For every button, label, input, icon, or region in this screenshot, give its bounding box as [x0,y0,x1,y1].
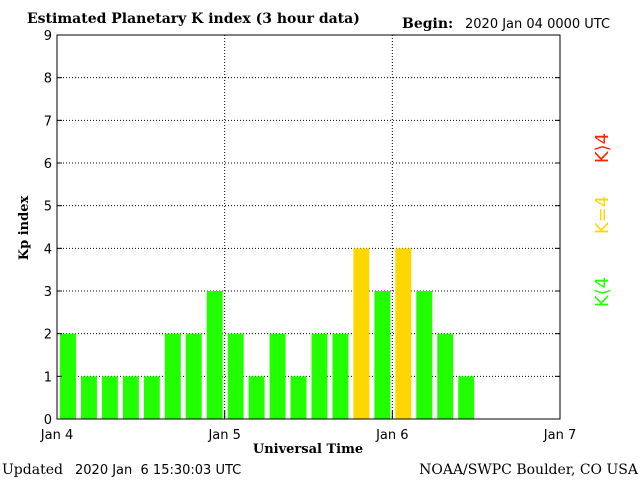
kp-bar [248,376,265,419]
y-tick-label: 2 [44,328,52,343]
chart-title: Estimated Planetary K index (3 hour data… [27,11,360,27]
kp-bar [185,333,202,419]
updated-label: Updated [2,462,63,478]
legend-k-above-4: K⟩4 [592,133,613,163]
y-tick-label: 5 [44,200,52,215]
y-tick-label: 9 [44,29,52,44]
begin-value: 2020 Jan 04 0000 UTC [465,17,610,32]
y-tick-label: 8 [44,72,52,87]
kp-bar [80,376,97,419]
y-tick-label: 7 [44,114,52,129]
y-tick-label: 4 [44,242,52,257]
y-axis-ticks: 0 1 2 3 4 5 6 7 8 9 [44,29,560,428]
x-axis-title: Universal Time [253,442,363,457]
kp-bar [332,333,349,419]
bar-series [60,248,475,419]
kp-bar [437,333,454,419]
kp-bar [458,376,475,419]
legend-k-equal-4: K=4 [592,196,613,234]
kp-bar [101,376,118,419]
plot-frame [56,34,561,420]
kp-bar [416,291,433,419]
source-credit: NOAA/SWPC Boulder, CO USA [419,462,639,478]
kp-bar [164,333,181,419]
kp-bar [290,376,307,419]
kp-bar [122,376,139,419]
y-tick-label: 0 [44,413,52,428]
x-tick-label: Jan 5 [207,428,240,443]
kp-bar [143,376,160,419]
kp-bar [395,248,412,419]
y-tick-label: 6 [44,157,52,172]
legend-k-below-4: K⟨4 [592,277,613,307]
grid-lines [57,34,560,419]
y-axis-title: Kp index [17,196,32,261]
kp-bar [227,333,244,419]
kp-bar [206,291,223,419]
updated-value: 2020 Jan 6 15:30:03 UTC [75,463,241,478]
x-tick-label: Jan 4 [40,428,73,443]
kp-bar [269,333,286,419]
x-tick-label: Jan 7 [543,428,576,443]
x-tick-label: Jan 6 [375,428,408,443]
kp-bar [311,333,328,419]
x-axis-ticks: Jan 4 Jan 5 Jan 6 Jan 7 [40,411,576,443]
y-tick-label: 1 [44,370,52,385]
y-tick-label: 3 [44,285,52,300]
begin-label: Begin: [402,16,453,32]
kp-bar [374,291,391,419]
kp-bar [60,333,76,419]
kp-bar [353,248,370,419]
